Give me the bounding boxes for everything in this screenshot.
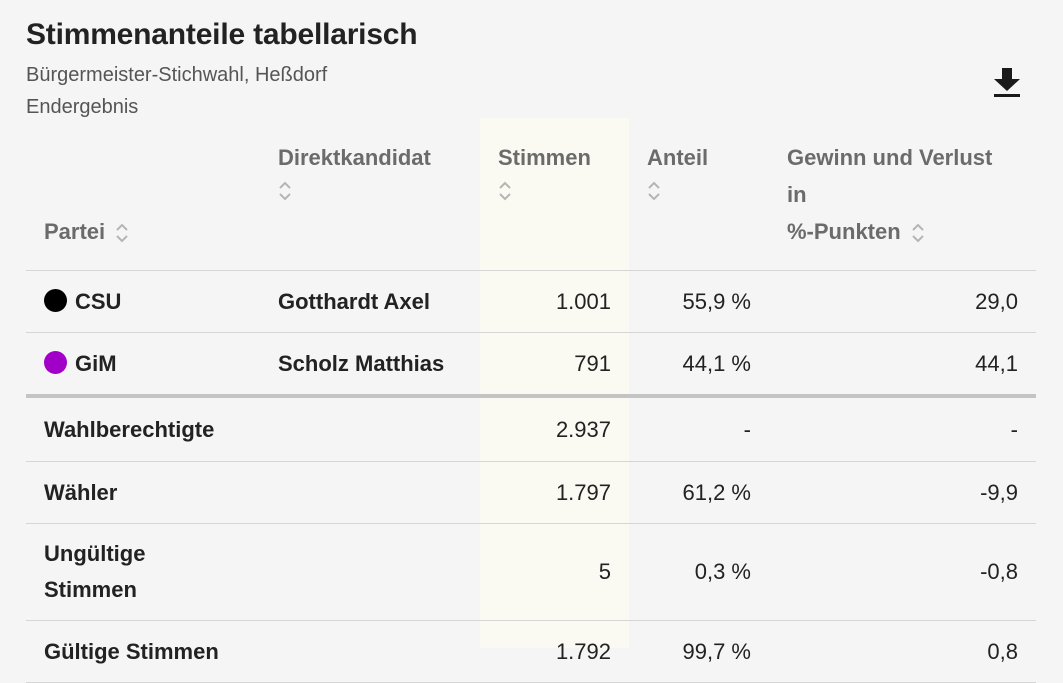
column-header-anteil[interactable]: Anteil: [629, 118, 769, 271]
table-row: Wahlberechtigte 2.937 - -: [26, 394, 1036, 462]
column-header-label: Gewinn und Verlust in: [787, 145, 993, 207]
empty-cell: [260, 394, 480, 462]
candidate-cell: Gotthardt Axel: [260, 270, 480, 333]
column-header-direktkandidat[interactable]: Direktkandidat: [260, 118, 480, 271]
party-name: GiM: [75, 351, 117, 377]
empty-cell: [260, 461, 480, 524]
votes-cell: 791: [480, 332, 629, 396]
summary-label-line: Stimmen: [44, 577, 137, 602]
download-icon[interactable]: [990, 64, 1024, 100]
page-title: Stimmenanteile tabellarisch: [26, 18, 418, 51]
share-cell: 99,7 %: [629, 620, 769, 683]
share-cell: 61,2 %: [629, 461, 769, 524]
table-row: Gültige Stimmen 1.792 99,7 % 0,8: [26, 620, 1036, 683]
column-header-gewinn-verlust[interactable]: Gewinn und Verlust in %-Punkten: [769, 118, 1036, 271]
votes-cell: 1.797: [480, 461, 629, 524]
download-icon-graphic: [994, 68, 1020, 97]
share-cell: 0,3 %: [629, 523, 769, 621]
sort-icon[interactable]: [647, 180, 661, 202]
share-cell: 55,9 %: [629, 270, 769, 333]
share-cell: -: [629, 394, 769, 462]
summary-label: Wahlberechtigte: [26, 394, 260, 462]
column-header-label: %-Punkten: [787, 219, 901, 244]
summary-label-line: Ungültige: [44, 541, 146, 566]
sort-icon[interactable]: [115, 222, 129, 244]
column-header-label: Partei: [44, 219, 106, 244]
change-cell: -: [769, 394, 1036, 462]
party-name: CSU: [75, 289, 122, 315]
party-color-dot: [44, 350, 67, 374]
change-cell: 0,8: [769, 620, 1036, 683]
share-cell: 44,1 %: [629, 332, 769, 396]
table-row: Wähler 1.797 61,2 % -9,9: [26, 461, 1036, 524]
party-cell: GiM: [26, 332, 260, 396]
column-header-label: Anteil: [647, 145, 709, 170]
candidate-cell: Scholz Matthias: [260, 332, 480, 396]
sort-icon[interactable]: [911, 222, 925, 244]
votes-cell: 1.001: [480, 270, 629, 333]
party-cell: CSU: [26, 270, 260, 333]
change-cell: 29,0: [769, 270, 1036, 333]
party-color-dot: [44, 288, 67, 312]
table-header-row: Partei Direktkandidat Stimmen Anteil Gew…: [26, 118, 1036, 271]
votes-cell: 5: [480, 523, 629, 621]
summary-label: Gültige Stimmen: [26, 620, 260, 683]
sort-icon[interactable]: [498, 180, 512, 202]
sort-icon[interactable]: [278, 180, 292, 202]
change-cell: 44,1: [769, 332, 1036, 396]
change-cell: -9,9: [769, 461, 1036, 524]
summary-label: Wähler: [26, 461, 260, 524]
result-status: Endergebnis: [26, 96, 139, 118]
votes-cell: 2.937: [480, 394, 629, 462]
election-name: Bürgermeister-Stichwahl, Heßdorf: [26, 64, 328, 86]
table-row: CSU Gotthardt Axel 1.001 55,9 % 29,0: [26, 270, 1036, 333]
column-header-stimmen[interactable]: Stimmen: [480, 118, 629, 271]
table-row: Ungültige Stimmen 5 0,3 % -0,8: [26, 523, 1036, 621]
empty-cell: [260, 523, 480, 621]
subtitle-block: Bürgermeister-Stichwahl, Heßdorf Enderge…: [26, 59, 327, 123]
empty-cell: [260, 620, 480, 683]
votes-cell: 1.792: [480, 620, 629, 683]
change-cell: -0,8: [769, 523, 1036, 621]
summary-label: Ungültige Stimmen: [26, 523, 260, 621]
column-header-partei[interactable]: Partei: [26, 118, 260, 271]
results-table: Partei Direktkandidat Stimmen Anteil Gew…: [26, 118, 1036, 683]
column-header-label: Stimmen: [498, 145, 591, 170]
table-row: GiM Scholz Matthias 791 44,1 % 44,1: [26, 332, 1036, 396]
column-header-label: Direktkandidat: [278, 145, 431, 170]
